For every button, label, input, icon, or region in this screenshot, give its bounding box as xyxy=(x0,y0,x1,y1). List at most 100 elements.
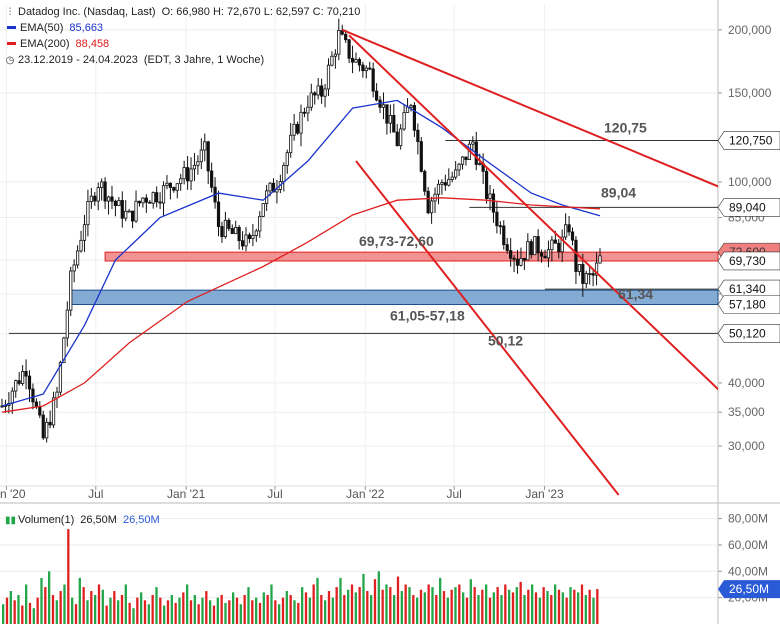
candle-body xyxy=(27,375,32,390)
volume-bar xyxy=(182,592,185,624)
candle-body xyxy=(76,250,80,266)
volume-bar xyxy=(488,597,492,624)
volume-bar xyxy=(9,591,12,624)
volume-bar xyxy=(82,587,85,624)
volume-bar xyxy=(170,595,173,624)
volume-bar xyxy=(465,597,469,624)
zone-note: 61,05-57,18 xyxy=(390,308,465,324)
volume-bar xyxy=(431,587,434,624)
volume-bar xyxy=(224,602,227,624)
candle-body xyxy=(416,129,420,142)
volume-bar xyxy=(500,595,503,624)
candle-body xyxy=(172,187,176,191)
level-note: 120,75 xyxy=(604,120,647,136)
candle-body xyxy=(591,273,595,276)
volume-bar xyxy=(496,587,499,624)
x-tick-label: Jan '23 xyxy=(525,487,564,501)
volume-bar xyxy=(67,529,70,624)
y-tick-label: 200,000 xyxy=(728,23,772,37)
volume-bar xyxy=(132,608,135,624)
volume-bar xyxy=(189,600,193,624)
candle-body xyxy=(82,224,87,241)
ema200-swatch xyxy=(7,41,16,45)
volume-label: Volumen(1) xyxy=(18,514,75,526)
y-tick-label: 100,000 xyxy=(728,175,772,189)
volume-bar xyxy=(278,604,281,624)
volume-bar xyxy=(143,600,147,624)
volume-bar xyxy=(320,595,323,624)
trend-line xyxy=(348,34,718,391)
candle-body xyxy=(58,362,63,393)
volume-bar xyxy=(573,589,576,624)
volume-bar xyxy=(48,571,51,624)
candle-body xyxy=(251,235,255,239)
candle-body xyxy=(89,195,93,202)
candle-body xyxy=(529,241,533,256)
candle-body xyxy=(240,240,245,247)
candle-body xyxy=(254,230,258,236)
trend-line xyxy=(355,160,620,496)
candle-body xyxy=(402,112,406,130)
candle-body xyxy=(199,149,203,163)
volume-bar xyxy=(492,592,495,624)
candle-body xyxy=(491,193,496,213)
volume-bar xyxy=(220,595,223,624)
candle-body xyxy=(69,270,73,311)
volume-bar xyxy=(59,591,62,624)
candle-body xyxy=(86,201,90,226)
volume-bar xyxy=(304,592,308,624)
candle-body xyxy=(436,183,441,195)
candle-body xyxy=(124,210,128,219)
y-tick-label: 30,000 xyxy=(728,439,765,453)
candle-body xyxy=(536,236,540,254)
clock-icon: ◷ xyxy=(5,55,15,66)
candle-body xyxy=(594,262,599,276)
candle-body xyxy=(375,90,379,101)
candle-body xyxy=(326,64,331,90)
candle-body xyxy=(505,244,509,251)
candle-body xyxy=(557,242,561,253)
candle-body xyxy=(261,203,265,217)
volume-y-tick-label: 40,00M xyxy=(728,564,768,578)
volume-bar xyxy=(519,581,522,624)
volume-bar xyxy=(159,597,162,624)
volume-bar xyxy=(485,584,488,624)
volume-bar xyxy=(239,604,242,624)
volume-bar xyxy=(550,595,553,624)
candle-body xyxy=(457,163,461,171)
ema200-label: EMA(200) xyxy=(20,38,70,50)
candle-body xyxy=(509,250,513,259)
volume-bar xyxy=(335,587,338,624)
candle-body xyxy=(14,380,18,392)
volume-legend: ▮▮ Volumen(1) 26,50M 26,50M xyxy=(5,514,160,526)
price-box-label: 57,180 xyxy=(729,298,766,312)
candle-body xyxy=(100,181,104,188)
volume-bar xyxy=(350,584,354,624)
volume-bar xyxy=(32,608,35,624)
volume-bar xyxy=(404,584,407,624)
volume-bar xyxy=(301,587,304,624)
candle-body xyxy=(388,115,392,124)
price-box-label-bg xyxy=(717,295,780,314)
volume-bar xyxy=(458,584,461,624)
volume-bar xyxy=(362,573,365,624)
volume-bar xyxy=(416,597,419,624)
candle-body xyxy=(454,169,458,178)
trend-line xyxy=(341,28,718,188)
candle-body xyxy=(113,200,118,207)
candle-body xyxy=(165,182,169,187)
candle-body xyxy=(498,225,502,228)
volume-bar xyxy=(450,589,453,624)
x-tick-label: Jul xyxy=(88,487,103,501)
volume-bar xyxy=(113,591,116,624)
x-tick-label: Jan '22 xyxy=(346,487,385,501)
candle-body xyxy=(31,388,35,403)
price-box-label: 89,040 xyxy=(729,200,766,214)
x-tick-label: Jan '20 xyxy=(0,487,26,501)
volume-bars-icon: ▮▮ xyxy=(5,515,17,526)
x-tick-label: Jul xyxy=(447,487,462,501)
candle-body xyxy=(323,88,327,97)
candle-body xyxy=(543,255,547,259)
candle-body xyxy=(0,405,4,408)
volume-bar xyxy=(44,587,47,624)
